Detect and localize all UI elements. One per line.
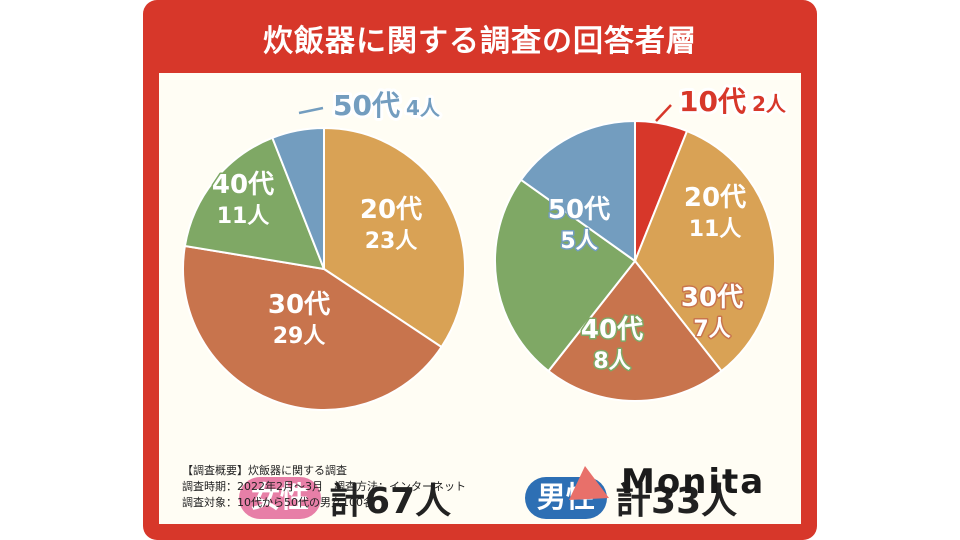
survey-summary: 【調査概要】炊飯器に関する調査 調査時期：2022年2月～3月 調査方法：インタ… (182, 463, 466, 511)
survey-line-target: 調査対象：10代から50代の男女100名 (182, 496, 374, 509)
slice-label-male-50代: 50代 5人 (548, 195, 610, 254)
female-total: 女性 計67人 (239, 473, 451, 523)
slice-label-male-20代: 20代 11人 (684, 183, 746, 242)
male-badge: 男性 (525, 477, 608, 519)
chart-panel: 20代 23人 30代 29人 40代 11人 50代 4人 10代 2人 20代 11人 30代 7人 4… (159, 73, 801, 524)
pie-slice-female-40代 (183, 136, 326, 271)
slice-label-male-30代: 30代 7人 (681, 283, 743, 342)
card-frame: 炊飯器に関する調査の回答者層 20代 23人 30代 29人 40代 11人 50代 4人 10… (143, 0, 817, 540)
pie-slice-female-30代 (182, 244, 443, 411)
survey-line-period: 調査時期：2022年2月～3月 調査方法：インターネット (182, 480, 466, 493)
male-total: 男性 計33人 (525, 473, 737, 523)
survey-line-overview: 【調査概要】炊飯器に関する調査 (182, 464, 347, 477)
pie-slice-male-30代 (547, 259, 723, 402)
pie-slice-male-40代 (494, 178, 637, 373)
slice-label-male-40代: 40代 8人 (581, 315, 643, 374)
logo-text: Monita (621, 462, 766, 502)
female-badge: 女性 (239, 477, 322, 519)
male-total-label: 計33人 (615, 481, 738, 522)
pie-slice-male-50代 (519, 119, 636, 263)
triangle-logo-icon (569, 466, 609, 500)
female-total-label: 計67人 (329, 481, 452, 522)
slice-label-female-30代: 30代 29人 (268, 290, 330, 349)
pie-slice-female-50代 (271, 126, 325, 270)
page-title: 炊飯器に関する調査の回答者層 (263, 24, 697, 59)
slice-label-female-20代: 20代 23人 (360, 195, 422, 254)
slice-label-female-40代: 40代 11人 (212, 170, 274, 229)
leader-line-female-50代 (298, 106, 324, 115)
leader-line-male-10代 (655, 104, 672, 122)
pie-slice-male-20代 (633, 129, 776, 373)
slice-label-male-10代: 10代 2人 (679, 85, 787, 118)
pie-charts: 20代 23人 30代 29人 40代 11人 50代 4人 10代 2人 20代 11人 30代 7人 4… (182, 82, 790, 411)
slice-label-female-50代: 50代 4人 (333, 89, 441, 122)
monita-logo: Monita (565, 462, 765, 502)
